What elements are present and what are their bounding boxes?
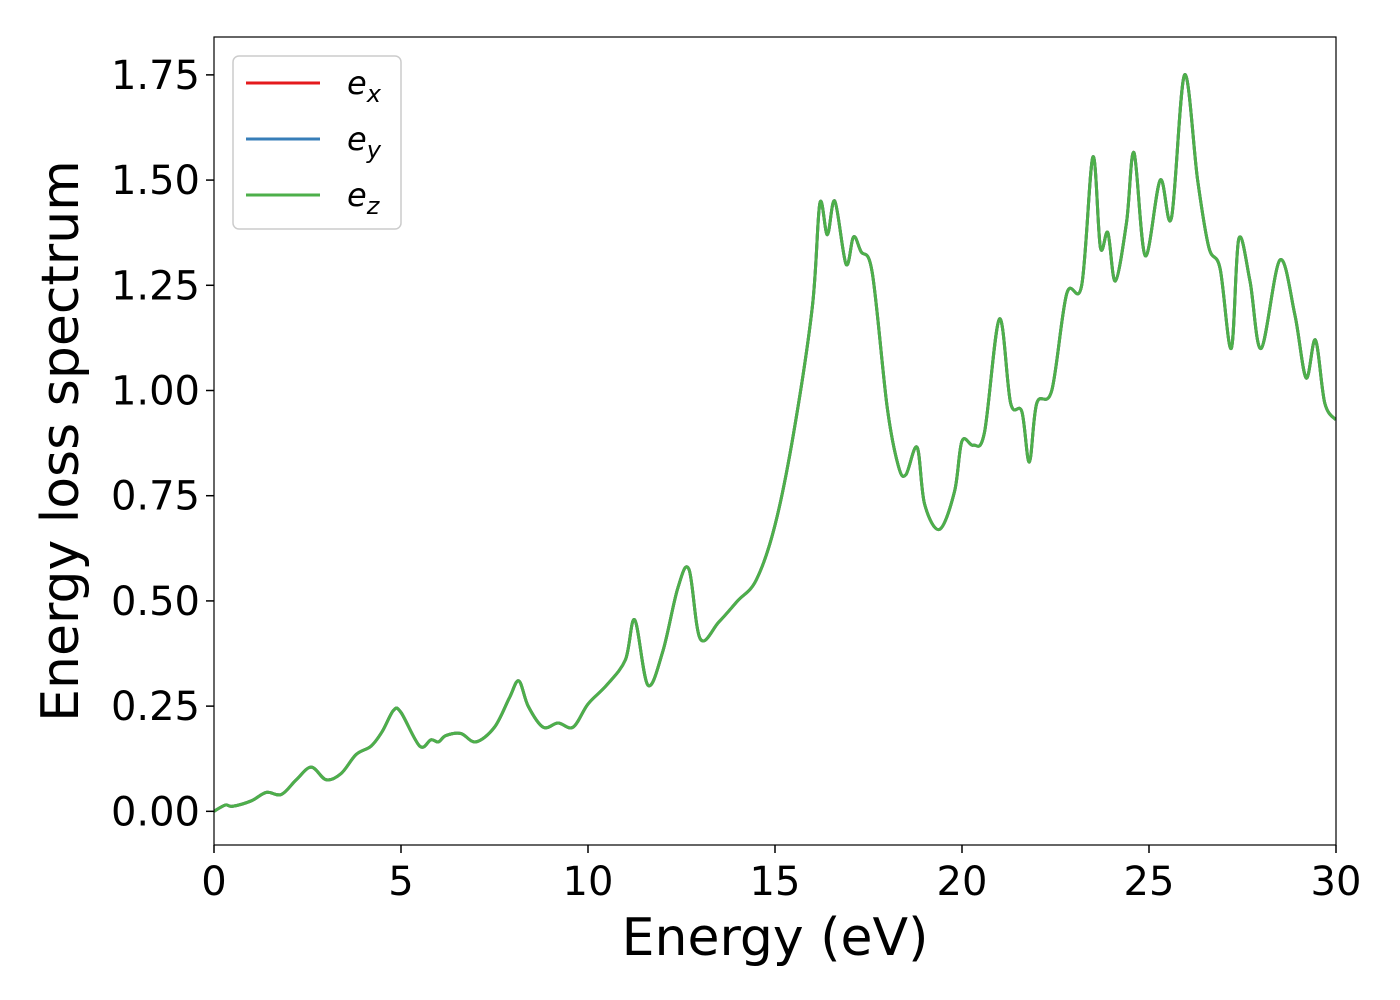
x-axis-ticks: 0 5 10 15 20 25 30 <box>201 845 1361 905</box>
y-axis-label: Energy loss spectrum <box>31 160 91 722</box>
legend-label-z: ez <box>347 176 381 220</box>
x-tick-label: 20 <box>937 859 988 905</box>
legend-label-x: ex <box>347 64 382 108</box>
y-tick-label: 1.50 <box>111 158 200 204</box>
legend-label-subscript: x <box>366 80 382 108</box>
legend-label-base: e <box>347 176 367 214</box>
x-axis-label: Energy (eV) <box>622 908 929 968</box>
y-axis-ticks: 0.00 0.25 0.50 0.75 1.00 1.25 1.50 1.75 <box>111 53 214 835</box>
y-tick-label: 1.00 <box>111 369 200 415</box>
x-tick-label: 5 <box>388 859 413 905</box>
y-tick-label: 1.75 <box>111 53 200 99</box>
legend-label-base: e <box>347 120 367 158</box>
y-tick-label: 1.25 <box>111 263 200 309</box>
y-tick-label: 0.75 <box>111 474 200 520</box>
legend-label-y: ey <box>347 120 382 164</box>
y-tick-label: 0.50 <box>111 579 200 625</box>
x-tick-label: 30 <box>1311 859 1362 905</box>
x-tick-label: 0 <box>201 859 226 905</box>
y-tick-label: 0.00 <box>111 789 200 835</box>
legend-box <box>232 55 402 230</box>
series-line-z <box>214 73 1336 813</box>
x-tick-label: 15 <box>750 859 801 905</box>
legend-label-base: e <box>347 64 367 102</box>
legend-label-subscript: y <box>366 136 382 164</box>
x-tick-label: 10 <box>563 859 614 905</box>
x-tick-label: 25 <box>1124 859 1175 905</box>
y-tick-label: 0.25 <box>111 684 200 730</box>
series-layer <box>214 73 1336 813</box>
legend-label-subscript: z <box>366 192 381 220</box>
